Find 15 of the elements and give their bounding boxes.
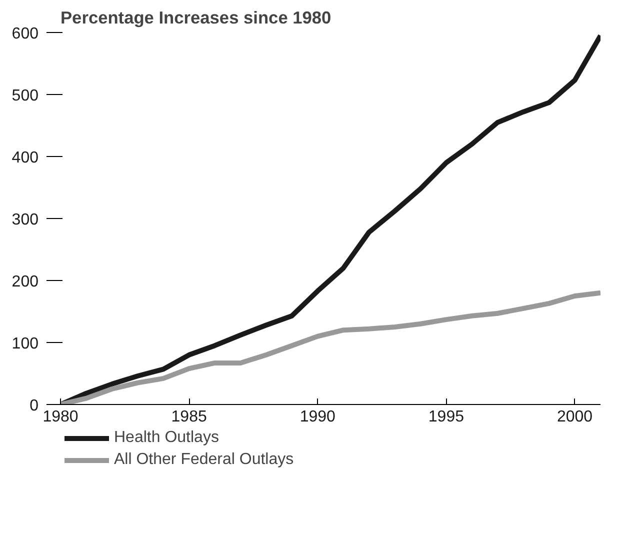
y-tick-label: 0 [30,398,39,414]
x-tick-label: 2000 [556,408,593,426]
y-tick-label: 400 [12,150,39,166]
chart-title: Percentage Increases since 1980 [60,8,332,28]
legend-label: All Other Federal Outlays [114,451,294,469]
y-tick-label: 600 [12,26,39,42]
x-tick-label: 1985 [171,408,207,426]
legend-label: Health Outlays [114,429,219,447]
y-tick-label: 100 [12,336,39,352]
x-tick-label: 1990 [300,408,336,426]
y-tick-label: 200 [12,274,39,290]
y-tick-label: 500 [12,88,39,104]
x-tick-label: 1980 [42,408,78,426]
x-tick-label: 1995 [428,408,464,426]
y-tick-label: 300 [12,212,39,228]
